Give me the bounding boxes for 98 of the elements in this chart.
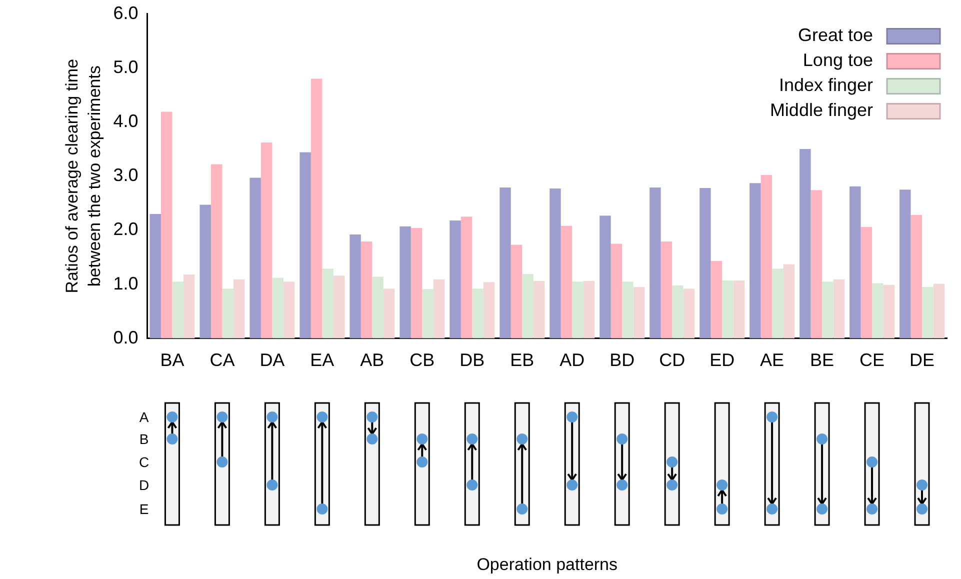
bar: [810, 190, 822, 338]
bar: [350, 234, 361, 338]
x-tick-label: BA: [160, 350, 184, 370]
bar: [683, 288, 695, 338]
x-tick-label: AB: [360, 350, 384, 370]
x-tick-label: EA: [310, 350, 334, 370]
bar: [150, 214, 161, 338]
bar: [160, 112, 172, 338]
x-tick-label: CD: [659, 350, 686, 370]
bar: [172, 282, 184, 338]
x-tick-label: BE: [810, 350, 834, 370]
bar: [522, 274, 534, 338]
text: D: [138, 477, 150, 493]
bar: [850, 186, 861, 338]
y-tick-label: 1.0: [113, 273, 138, 294]
bar: [883, 284, 895, 338]
text: E: [139, 501, 149, 517]
bar: [650, 187, 661, 338]
bar: [200, 204, 211, 338]
bar: [483, 282, 495, 338]
bar: [400, 226, 411, 338]
bar: [283, 282, 295, 338]
bar: [600, 216, 611, 338]
x-tick-label: DA: [260, 350, 285, 370]
bar: [260, 142, 272, 338]
bar: [272, 278, 284, 338]
bar: [783, 264, 795, 338]
y-tick-label: 3.0: [113, 165, 138, 186]
bar: [222, 288, 234, 338]
x-tick-label: EB: [510, 350, 534, 370]
bar: [922, 287, 934, 338]
bar: [872, 283, 884, 338]
x-tick-label: DE: [910, 350, 935, 370]
x-tick-label: AD: [560, 350, 585, 370]
bar: [250, 178, 261, 338]
bar: [733, 280, 745, 338]
bar: [933, 284, 944, 338]
text: B: [139, 431, 149, 447]
bar: [833, 279, 845, 338]
bar: [583, 281, 595, 338]
legend-label: Index finger: [778, 74, 874, 95]
bar: [322, 268, 334, 338]
bar: [383, 288, 395, 338]
bar: [660, 242, 672, 338]
legend-label: Long toe: [802, 50, 873, 70]
bar: [550, 188, 561, 338]
bar: [610, 244, 622, 338]
x-tick-label: ED: [710, 350, 735, 370]
bar: [860, 226, 872, 338]
bar: [533, 281, 545, 338]
text: Operation patterns: [476, 555, 618, 575]
y-axis-title: Ratios of average clearing time between the two experiments: [62, 58, 104, 294]
bar: [572, 282, 584, 338]
bar: [183, 274, 195, 338]
bar: [760, 175, 772, 338]
bar: [300, 152, 311, 338]
bar: [460, 216, 472, 338]
bar: [822, 282, 834, 338]
bar: [900, 190, 911, 338]
bar: [372, 276, 384, 338]
y-tick-label: 2.0: [113, 219, 138, 240]
bar: [500, 187, 511, 338]
y-tick-label: 4.0: [113, 110, 138, 131]
bar: [510, 244, 522, 338]
bar: [360, 242, 372, 338]
bar: [560, 226, 572, 338]
x-tick-label: CE: [860, 350, 885, 370]
text: A: [139, 409, 149, 425]
x-tick-label: CB: [410, 350, 435, 370]
bar: [233, 279, 245, 338]
x-tick-label: CA: [210, 350, 235, 370]
bar: [472, 288, 484, 338]
bar: [910, 215, 922, 338]
text: C: [138, 454, 150, 470]
bar: [622, 282, 634, 338]
x-tick-label: DB: [460, 350, 485, 370]
y-tick-label: 5.0: [113, 56, 138, 77]
bar: [750, 183, 761, 338]
bar: [333, 276, 345, 338]
bar: [800, 149, 811, 338]
bar: [310, 78, 322, 338]
bar: [210, 164, 222, 338]
legend-label: Great toe: [798, 24, 873, 45]
y-tick-label: 0.0: [113, 327, 138, 348]
bar: [672, 285, 684, 338]
bar: [700, 188, 711, 338]
x-tick-label: AE: [760, 350, 784, 370]
bar: [710, 261, 722, 338]
bar: [422, 289, 434, 338]
legend-label: Middle finger: [770, 100, 873, 120]
x-tick-label: BD: [610, 350, 635, 370]
bar: [433, 279, 445, 338]
bar: [772, 268, 784, 338]
bar: [410, 228, 422, 338]
bar: [633, 287, 645, 338]
bar: [722, 280, 734, 338]
y-tick-label: 6.0: [113, 2, 138, 23]
bar: [450, 220, 461, 338]
